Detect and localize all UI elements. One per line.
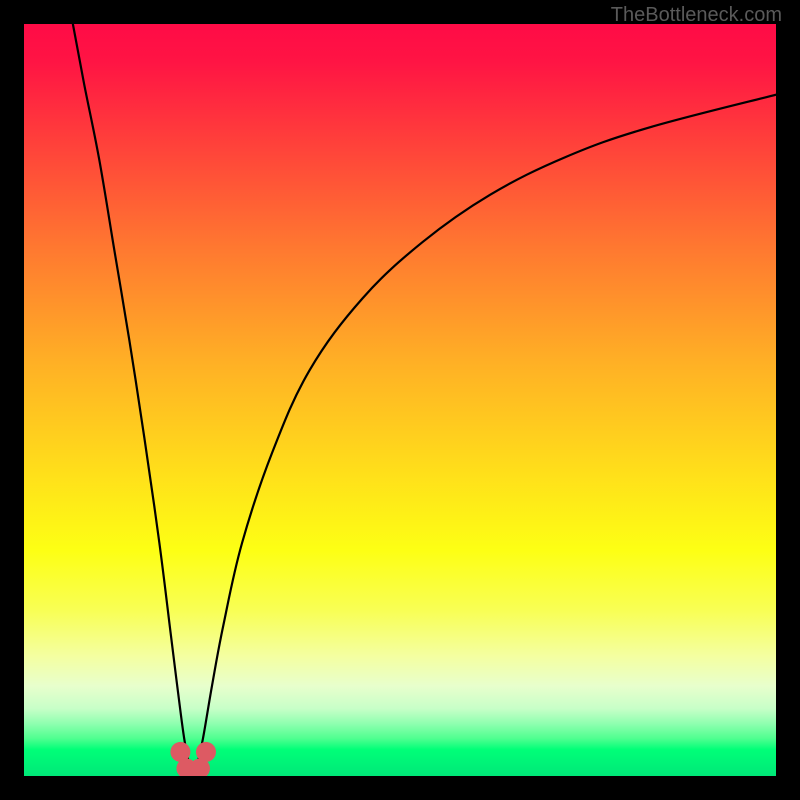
bottleneck-curve-chart xyxy=(24,24,776,776)
watermark-text: TheBottleneck.com xyxy=(611,4,782,27)
chart-container xyxy=(24,24,776,776)
minimum-marker xyxy=(196,742,216,762)
chart-background xyxy=(24,24,776,776)
